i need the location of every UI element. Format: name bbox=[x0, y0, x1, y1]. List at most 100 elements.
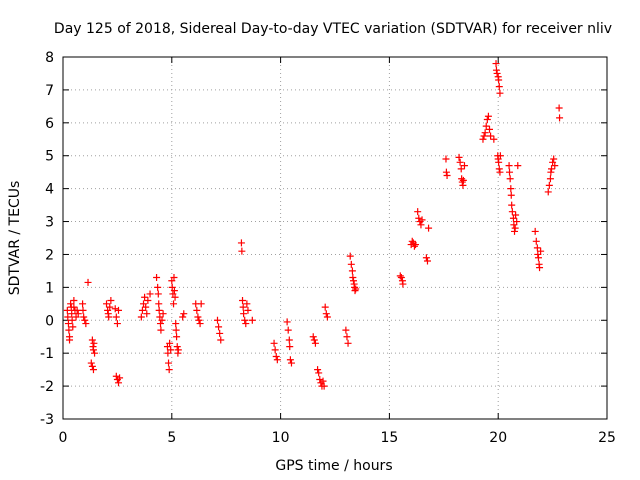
data-point bbox=[414, 208, 422, 216]
data-point bbox=[408, 237, 416, 245]
y-tick-label: 4 bbox=[45, 182, 54, 198]
x-tick-label: 15 bbox=[380, 430, 398, 446]
data-point bbox=[531, 227, 539, 235]
data-point bbox=[173, 343, 181, 351]
data-point bbox=[342, 326, 350, 334]
data-point bbox=[514, 162, 522, 170]
data-point bbox=[349, 273, 357, 281]
chart-title: Day 125 of 2018, Sidereal Day-to-day VTE… bbox=[54, 21, 612, 37]
data-point bbox=[111, 305, 119, 313]
data-point bbox=[479, 135, 487, 143]
data-point bbox=[215, 323, 223, 331]
data-point bbox=[458, 178, 466, 186]
y-tick-label: -3 bbox=[40, 412, 54, 428]
data-point bbox=[314, 366, 322, 374]
data-point bbox=[142, 303, 150, 311]
data-point bbox=[155, 300, 163, 308]
data-point bbox=[82, 320, 90, 328]
data-point bbox=[106, 303, 114, 311]
data-point bbox=[216, 329, 224, 337]
data-point bbox=[283, 318, 291, 326]
data-point bbox=[195, 316, 203, 324]
data-point bbox=[485, 125, 493, 133]
data-point bbox=[425, 224, 433, 232]
data-point bbox=[172, 320, 180, 328]
plot-frame bbox=[62, 56, 608, 420]
data-point bbox=[174, 346, 182, 354]
data-point bbox=[415, 214, 423, 222]
data-point bbox=[347, 260, 355, 268]
data-point bbox=[114, 379, 122, 387]
data-point bbox=[349, 277, 357, 285]
data-point bbox=[410, 242, 418, 250]
data-point bbox=[65, 326, 73, 334]
data-point bbox=[422, 254, 430, 262]
data-point bbox=[443, 171, 451, 179]
data-point bbox=[89, 366, 97, 374]
data-point bbox=[273, 356, 281, 364]
data-point bbox=[442, 168, 450, 176]
data-point bbox=[69, 323, 77, 331]
data-point bbox=[112, 372, 120, 380]
data-point bbox=[88, 362, 96, 370]
data-point bbox=[79, 306, 87, 314]
data-point bbox=[459, 176, 467, 184]
data-point bbox=[217, 336, 225, 344]
data-point bbox=[493, 69, 501, 77]
data-point bbox=[63, 306, 71, 314]
data-point bbox=[287, 359, 295, 367]
data-point bbox=[321, 303, 329, 311]
data-point bbox=[165, 366, 173, 374]
data-point bbox=[170, 300, 178, 308]
data-point bbox=[556, 114, 564, 122]
data-point bbox=[412, 241, 420, 249]
data-point bbox=[68, 310, 76, 318]
data-point bbox=[310, 336, 318, 344]
data-point bbox=[243, 300, 251, 308]
data-point bbox=[456, 158, 464, 166]
data-point bbox=[213, 316, 221, 324]
data-point bbox=[458, 175, 466, 183]
y-tick-label: -1 bbox=[40, 346, 54, 362]
data-point bbox=[170, 273, 178, 281]
data-point bbox=[240, 310, 248, 318]
data-point bbox=[496, 152, 504, 160]
y-axis-label: SDTVAR / TECUs bbox=[7, 181, 23, 296]
data-point bbox=[495, 76, 503, 84]
data-point bbox=[513, 218, 521, 226]
data-point bbox=[322, 310, 330, 318]
data-point bbox=[508, 201, 516, 209]
data-point bbox=[319, 377, 327, 385]
data-point bbox=[173, 333, 181, 341]
data-point bbox=[143, 310, 151, 318]
x-tick-label: 10 bbox=[272, 430, 290, 446]
data-point bbox=[495, 83, 503, 91]
data-point bbox=[66, 336, 74, 344]
data-point bbox=[492, 60, 500, 68]
data-point bbox=[237, 239, 245, 247]
data-point bbox=[511, 224, 519, 232]
data-point bbox=[495, 158, 503, 166]
data-point bbox=[399, 280, 407, 288]
data-point bbox=[73, 306, 81, 314]
data-point bbox=[545, 181, 553, 189]
data-point bbox=[396, 272, 404, 280]
y-tick-label: 1 bbox=[45, 280, 54, 296]
data-point bbox=[89, 346, 97, 354]
data-point bbox=[534, 254, 542, 262]
data-point bbox=[158, 316, 166, 324]
data-point bbox=[417, 221, 425, 229]
data-point bbox=[244, 306, 252, 314]
data-point bbox=[315, 369, 323, 377]
data-point bbox=[455, 153, 463, 161]
data-point bbox=[196, 320, 204, 328]
data-point bbox=[397, 273, 405, 281]
data-point bbox=[159, 310, 167, 318]
data-point bbox=[170, 287, 178, 295]
data-point bbox=[166, 339, 174, 347]
data-point bbox=[286, 343, 294, 351]
data-point bbox=[64, 320, 72, 328]
data-point bbox=[64, 313, 72, 321]
data-point bbox=[544, 188, 552, 196]
